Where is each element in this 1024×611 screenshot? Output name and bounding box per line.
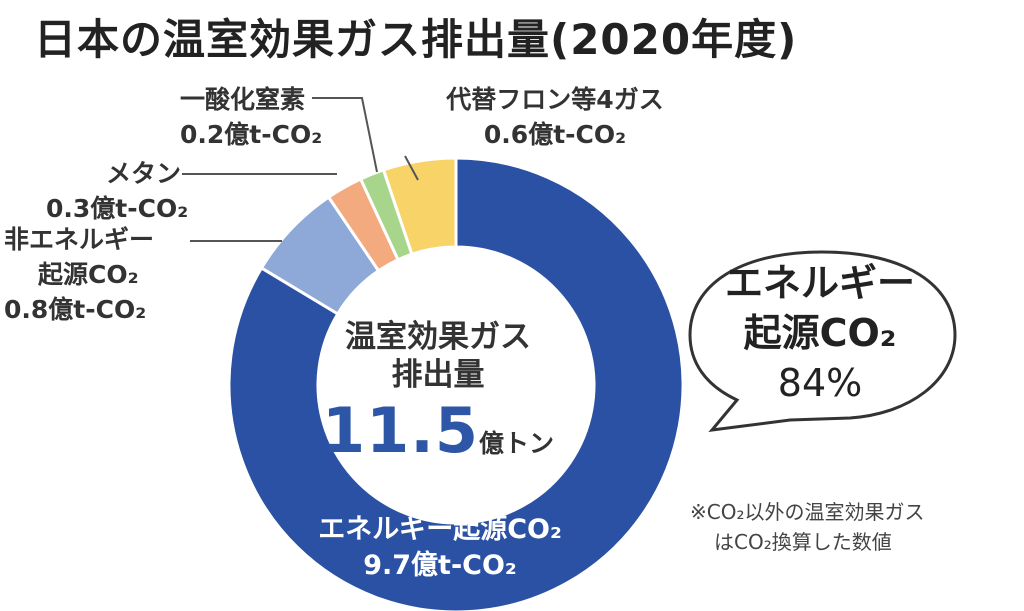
callout-line2: 起源CO₂ — [743, 311, 897, 355]
label-energy-co2: エネルギー起源CO₂ 9.7億t-CO₂ — [270, 512, 610, 584]
speech-bubble — [688, 250, 957, 432]
fluoro-value: 0.6億t-CO₂ — [483, 120, 627, 149]
callout-line1: エネルギー — [724, 261, 915, 305]
chart-title: 日本の温室効果ガス排出量(2020年度) — [34, 15, 798, 64]
donut-slice-4 — [381, 156, 458, 257]
total-label-line1: 温室効果ガス — [345, 319, 531, 355]
methane-name: メタン — [106, 159, 182, 188]
non-energy-line2: 起源CO₂ — [38, 260, 139, 289]
donut-slices — [227, 156, 685, 611]
footnote-line1: ※CO₂以外の温室効果ガス — [690, 500, 925, 524]
fluoro-name: 代替フロン等4ガス — [446, 85, 664, 114]
leader-n2o — [312, 97, 378, 173]
non-energy-line1: 非エネルギー — [4, 225, 155, 254]
total-value: 11.5 — [322, 394, 479, 467]
n2o-name: 一酸化窒素 — [180, 85, 306, 114]
label-fluoro: 代替フロン等4ガス 0.6億t-CO₂ — [430, 82, 680, 152]
total-unit: 億トン — [478, 429, 554, 458]
callout-text: エネルギー 起源CO₂ 84% — [700, 258, 940, 408]
donut-center-total: 温室効果ガス 排出量 11.5億トン — [318, 318, 558, 467]
donut-slice-0 — [227, 156, 685, 611]
label-methane: メタン 0.3億t-CO₂ — [46, 156, 188, 226]
footnote-line2: はCO₂換算した数値 — [714, 530, 892, 554]
callout-percent: 84% — [777, 361, 863, 405]
methane-value: 0.3億t-CO₂ — [46, 194, 189, 223]
non-energy-value: 0.8億t-CO₂ — [4, 295, 147, 324]
leader-lines — [182, 97, 419, 242]
footnote: ※CO₂以外の温室効果ガス はCO₂換算した数値 — [690, 497, 924, 557]
label-non-energy: 非エネルギー 起源CO₂ 0.8億t-CO₂ — [4, 222, 154, 327]
energy-co2-value: 9.7億t-CO₂ — [363, 550, 517, 581]
energy-co2-name: エネルギー起源CO₂ — [318, 514, 562, 545]
label-n2o: 一酸化窒素 0.2億t-CO₂ — [180, 82, 322, 152]
n2o-value: 0.2億t-CO₂ — [180, 120, 323, 149]
leader-fluoro — [404, 155, 419, 181]
total-label-line2: 排出量 — [391, 357, 485, 393]
